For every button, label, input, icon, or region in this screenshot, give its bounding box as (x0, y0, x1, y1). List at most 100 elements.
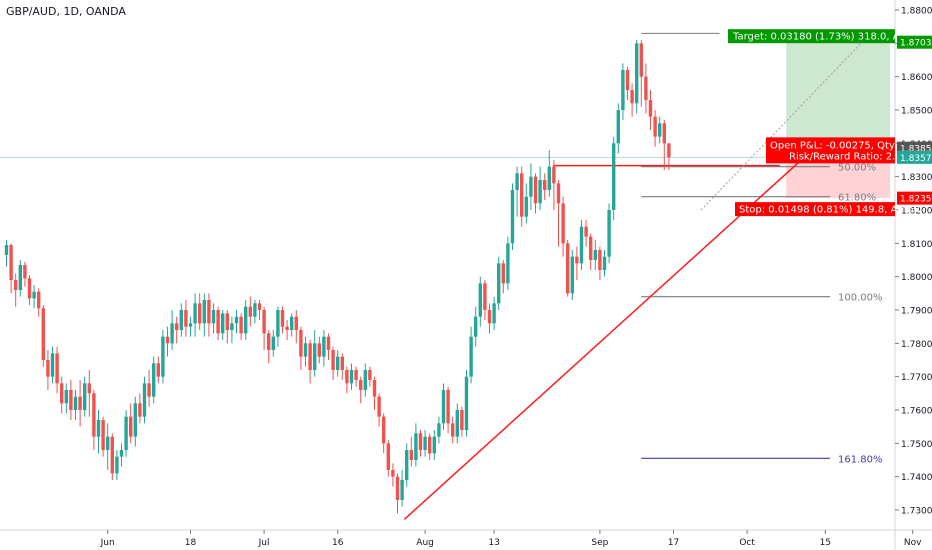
candle-body (515, 173, 518, 190)
candle-body (428, 437, 431, 454)
candle-body (511, 190, 514, 243)
candle-body (483, 283, 486, 310)
price-tick-label: 1.80000 (901, 273, 932, 283)
candle-body (364, 370, 367, 390)
candle-body (180, 310, 183, 330)
candle-body (612, 143, 615, 210)
candle-body (253, 303, 256, 316)
candle-body (308, 343, 311, 370)
candle-body (55, 353, 58, 383)
candle-body (239, 317, 242, 334)
candle-body (19, 265, 22, 290)
time-tick-label: Sep (591, 538, 608, 548)
fib-level-label: 100.00% (838, 293, 883, 304)
candle-body (479, 283, 482, 316)
price-tick-label: 1.77000 (901, 373, 932, 383)
target-label: Target: 0.03180 (1.73%) 318.0, Amou (732, 32, 922, 43)
time-tick-label: 16 (332, 538, 344, 548)
candle-body (74, 397, 77, 410)
candle-body (630, 90, 633, 103)
candle-body (345, 370, 348, 383)
pnl-label: Open P&L: -0.00275, Qty: 16( (770, 140, 917, 151)
candle-body (506, 243, 509, 283)
candle-body (598, 250, 601, 270)
time-tick-label: Jul (258, 538, 270, 548)
candle-body (184, 310, 187, 327)
price-tick-label: 1.83000 (901, 173, 932, 183)
candle-body (492, 303, 495, 323)
price-tag-label: 1.83579 (900, 154, 932, 164)
candle-body (88, 383, 91, 393)
candle-body (580, 227, 583, 264)
candle-body (336, 357, 339, 370)
candle-body (189, 323, 192, 326)
candle-body (262, 310, 265, 333)
candle-body (456, 410, 459, 437)
time-tick-label: 18 (185, 538, 197, 548)
candle-body (5, 245, 8, 255)
candle-body (451, 423, 454, 436)
candle-body (405, 450, 408, 480)
candle-body (23, 265, 26, 278)
time-tick-label: 15 (820, 538, 831, 548)
time-tick-label: Jun (100, 538, 115, 548)
candle-body (607, 210, 610, 257)
candle-body (548, 167, 551, 190)
price-tick-label: 1.81000 (901, 240, 932, 250)
candle-body (350, 370, 353, 383)
candle-body (124, 417, 127, 450)
candle-body (97, 420, 100, 437)
candle-body (129, 417, 132, 437)
candle-body (446, 390, 449, 423)
candle-body (42, 308, 45, 360)
candle-body (382, 417, 385, 444)
rr-label: Risk/Reward Ratio: 2.12 (789, 151, 908, 162)
candle-body (327, 337, 330, 350)
candle-body (391, 470, 394, 477)
candle-body (272, 337, 275, 350)
candle-body (60, 383, 63, 403)
candle-body (83, 383, 86, 410)
candle-body (626, 70, 629, 90)
candle-body (322, 337, 325, 357)
fib-level-label: 61.80% (838, 193, 876, 204)
candle-body (9, 245, 12, 280)
price-tick-label: 1.79000 (901, 307, 932, 317)
candle-body (474, 317, 477, 337)
price-tick-label: 1.75000 (901, 440, 932, 450)
candle-body (414, 433, 417, 460)
candle-body (488, 310, 491, 323)
time-tick-label: Aug (416, 538, 434, 548)
candle-body (175, 323, 178, 330)
candle-body (387, 443, 390, 470)
candle-body (465, 377, 468, 430)
candle-body (28, 278, 31, 298)
candle-body (419, 433, 422, 450)
candle-body (152, 363, 155, 396)
candle-body (589, 237, 592, 260)
candle-body (46, 360, 49, 377)
stop-label: Stop: 0.01498 (0.81%) 149.8, Amou (739, 205, 920, 216)
candle-body (433, 437, 436, 454)
candle-body (147, 383, 150, 396)
candle-body (373, 380, 376, 397)
candle-body (644, 77, 647, 100)
candle-body (571, 257, 574, 294)
candle-body (134, 403, 137, 436)
candle-body (396, 477, 399, 500)
candle-body (216, 310, 219, 333)
candle-body (281, 310, 284, 327)
candle-body (65, 390, 68, 403)
candle-body (166, 337, 169, 344)
candle-body (138, 403, 141, 416)
candle-body (552, 167, 555, 184)
price-tick-label: 1.78000 (901, 340, 932, 350)
candle-body (649, 100, 652, 117)
candle-body (120, 450, 123, 457)
candle-body (221, 313, 224, 333)
candle-body (285, 327, 288, 330)
candle-body (640, 43, 643, 76)
candle-body (235, 317, 238, 324)
candle-body (460, 410, 463, 430)
